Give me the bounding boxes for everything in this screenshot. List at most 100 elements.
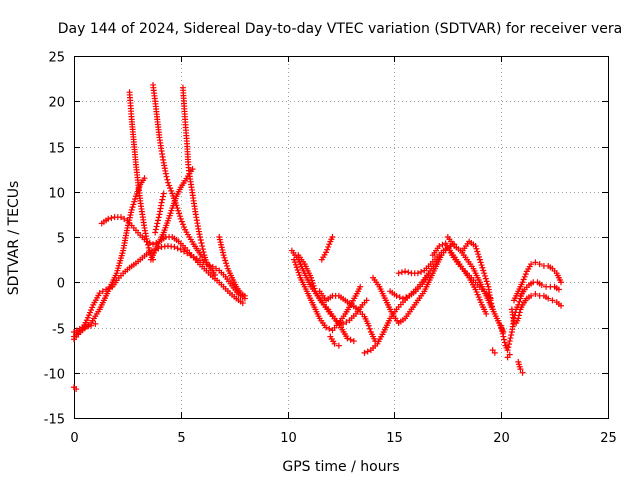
data-point (159, 196, 166, 203)
data-point (82, 323, 89, 330)
y-tick-label: -15 (44, 413, 65, 428)
data-point (171, 243, 178, 250)
series-sat-n (295, 252, 357, 345)
data-point (308, 277, 315, 284)
data-point (516, 312, 522, 319)
data-point (483, 278, 490, 285)
data-point (343, 319, 350, 326)
data-point (395, 270, 402, 277)
data-point (508, 332, 515, 339)
data-point (222, 257, 229, 264)
data-point (141, 175, 148, 182)
series-sat-ab (504, 351, 513, 361)
data-point (220, 252, 227, 259)
data-point (515, 315, 522, 322)
data-point (520, 276, 527, 283)
data-point (489, 306, 496, 313)
data-point (213, 265, 220, 272)
data-point (549, 297, 556, 304)
data-point (310, 282, 317, 289)
data-point (488, 300, 495, 307)
data-point (176, 213, 183, 220)
data-point (425, 272, 432, 279)
data-point (516, 309, 523, 316)
data-point (403, 294, 410, 301)
data-point (181, 224, 188, 231)
data-point (177, 246, 184, 253)
data-point (198, 240, 205, 247)
data-point (555, 286, 562, 293)
data-point (155, 217, 162, 224)
series-sat-ac (508, 291, 565, 326)
data-point (475, 253, 482, 260)
series-sat-p (318, 234, 336, 263)
data-point (325, 243, 332, 250)
data-point (484, 281, 491, 288)
data-point (164, 179, 171, 186)
data-point (162, 170, 169, 177)
data-point (153, 223, 160, 230)
data-point (96, 290, 103, 297)
data-point (211, 272, 218, 279)
series-sat-e (98, 214, 246, 307)
data-point (365, 322, 372, 329)
data-point (482, 275, 489, 282)
data-point (481, 270, 488, 277)
tick-layer: 0 5 10 15 20 25 -15 -10 -5 0 5 10 15 20 25 (44, 51, 617, 447)
data-point (483, 310, 490, 317)
series-sat-ae (517, 279, 562, 299)
data-point (132, 195, 139, 202)
series-sat-z (489, 347, 498, 356)
data-point (350, 338, 357, 345)
x-tick-label: 20 (493, 431, 510, 446)
data-point (506, 338, 513, 345)
y-tick-label: 25 (48, 51, 65, 66)
data-point (181, 248, 188, 255)
data-point (347, 336, 354, 343)
data-point (528, 261, 535, 268)
data-point (522, 271, 529, 278)
data-point (519, 279, 526, 286)
data-point (323, 324, 330, 331)
data-point (436, 243, 443, 250)
data-point (418, 268, 425, 275)
data-point (399, 295, 406, 302)
data-point (130, 201, 137, 208)
data-point (506, 341, 513, 348)
data-point (329, 234, 336, 240)
data-point (85, 323, 92, 330)
data-point (164, 176, 171, 183)
data-point (117, 214, 124, 221)
data-point (174, 205, 181, 212)
series-sat-a (71, 384, 80, 393)
series-sat-ad (511, 259, 565, 304)
x-axis-title: GPS time / hours (282, 459, 399, 475)
data-point (167, 185, 174, 192)
data-point (324, 246, 331, 253)
data-point (177, 215, 184, 222)
data-point (108, 214, 115, 221)
y-tick-label: -10 (44, 368, 65, 383)
series-sat-o (316, 288, 379, 345)
data-point (326, 325, 333, 332)
x-tick-label: 10 (280, 431, 297, 446)
chart-title: Day 144 of 2024, Sidereal Day-to-day VTE… (58, 21, 622, 37)
y-tick-label: 15 (48, 142, 65, 157)
data-point (402, 268, 409, 275)
data-point (532, 291, 539, 298)
data-point (363, 297, 370, 304)
series-sat-y (459, 238, 496, 313)
y-tick-label: -5 (52, 323, 65, 338)
data-point (203, 259, 210, 266)
data-point (507, 335, 514, 342)
data-point (79, 324, 86, 331)
data-point (331, 340, 338, 347)
data-point (99, 288, 106, 295)
series-sat-k (216, 234, 248, 299)
data-point (405, 269, 412, 276)
data-point (517, 366, 524, 373)
series-sat-c (71, 175, 148, 340)
data-point (505, 344, 512, 351)
y-axis-title: SDTVAR / TECUs (6, 181, 22, 296)
